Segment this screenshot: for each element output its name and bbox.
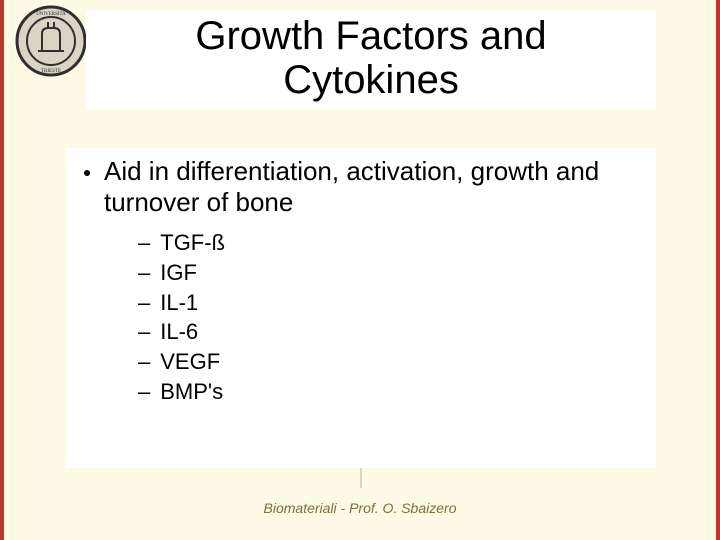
list-item-label: IGF	[160, 258, 197, 288]
footer-text: Biomateriali - Prof. O. Sbaizero	[4, 500, 716, 516]
list-item: – VEGF	[138, 347, 644, 377]
list-item: – TGF-ß	[138, 228, 644, 258]
sub-bullet-list: – TGF-ß – IGF – IL-1 – IL-6 – VEGF – BMP…	[138, 228, 644, 406]
content-panel: Aid in differentiation, activation, grow…	[66, 148, 656, 468]
list-item-label: BMP's	[160, 377, 223, 407]
list-item-label: IL-1	[160, 288, 198, 318]
bullet-dot-icon	[84, 170, 90, 176]
main-bullet-text: Aid in differentiation, activation, grow…	[104, 156, 644, 218]
list-item: – IGF	[138, 258, 644, 288]
main-bullet: Aid in differentiation, activation, grow…	[78, 156, 644, 218]
dash-icon: –	[138, 228, 150, 258]
svg-text:TRIESTE: TRIESTE	[41, 69, 61, 74]
list-item: – BMP's	[138, 377, 644, 407]
dash-icon: –	[138, 317, 150, 347]
list-item-label: IL-6	[160, 317, 198, 347]
dash-icon: –	[138, 347, 150, 377]
dash-icon: –	[138, 377, 150, 407]
title-line-2: Cytokines	[283, 58, 459, 102]
list-item: – IL-6	[138, 317, 644, 347]
list-item-label: TGF-ß	[160, 228, 225, 258]
list-item: – IL-1	[138, 288, 644, 318]
title-line-1: Growth Factors and	[195, 14, 546, 58]
list-item-label: VEGF	[160, 347, 220, 377]
slide-title: Growth Factors and Cytokines	[92, 14, 650, 102]
svg-text:UNIVERSITA: UNIVERSITA	[36, 12, 66, 17]
dash-icon: –	[138, 258, 150, 288]
university-logo: UNIVERSITA TRIESTE	[14, 4, 88, 78]
dash-icon: –	[138, 288, 150, 318]
decorative-line	[360, 468, 362, 488]
title-panel: Growth Factors and Cytokines	[86, 10, 656, 110]
